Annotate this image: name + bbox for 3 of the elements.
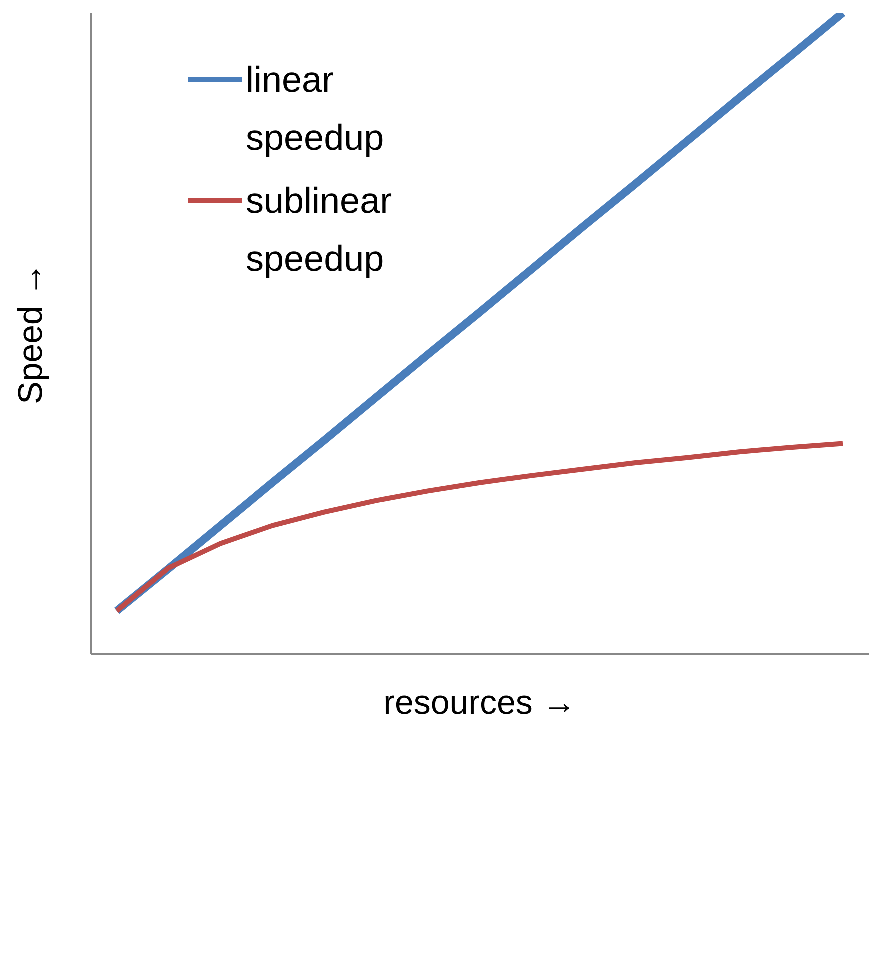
x-axis-title: resources → xyxy=(384,684,576,722)
legend-label: sublinear speedup xyxy=(246,179,394,281)
y-axis-title: Speed → xyxy=(12,262,50,404)
